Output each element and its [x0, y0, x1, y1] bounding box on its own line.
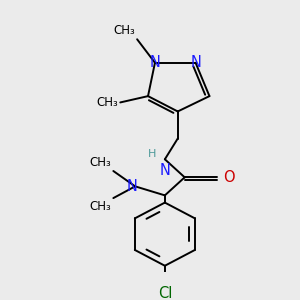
Text: O: O [223, 170, 235, 185]
Text: N: N [126, 179, 137, 194]
Text: CH₃: CH₃ [90, 156, 111, 169]
Text: N: N [190, 55, 201, 70]
Text: H: H [148, 149, 156, 159]
Text: N: N [149, 55, 161, 70]
Text: Cl: Cl [158, 286, 172, 300]
Text: CH₃: CH₃ [97, 96, 118, 109]
Text: N: N [159, 163, 170, 178]
Text: CH₃: CH₃ [90, 200, 111, 213]
Text: CH₃: CH₃ [113, 25, 135, 38]
